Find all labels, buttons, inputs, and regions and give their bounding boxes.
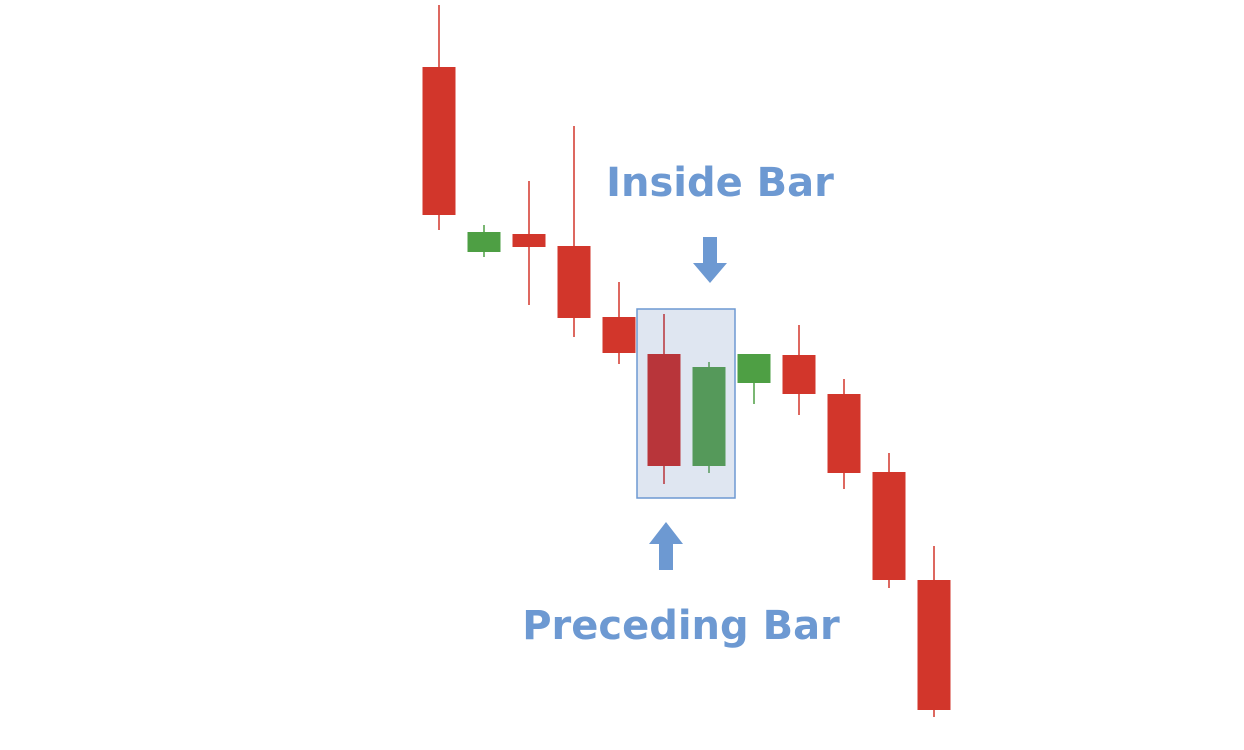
candle-4 [557, 126, 591, 337]
candle-2 [467, 225, 501, 257]
candle-body [647, 354, 681, 466]
candle-body [872, 472, 906, 580]
candle-11 [872, 453, 906, 588]
candle-12 [917, 546, 951, 717]
candle-body [692, 367, 726, 466]
candle-3 [512, 181, 546, 305]
candle-body [917, 580, 951, 710]
candle-6 [647, 314, 681, 484]
candle-9 [782, 325, 816, 415]
arrow-up-icon [649, 522, 683, 570]
candle-body [467, 232, 501, 252]
candle-body [422, 67, 456, 215]
arrow-down-icon [693, 237, 727, 283]
preceding-bar-label: Preceding Bar [522, 603, 840, 649]
candle-body [737, 354, 771, 383]
candle-5 [602, 282, 636, 364]
candle-10 [827, 379, 861, 489]
inside-bar-label: Inside Bar [606, 160, 834, 206]
candle-8 [737, 354, 771, 404]
candle-body [557, 246, 591, 318]
candle-body [512, 234, 546, 247]
candle-body [602, 317, 636, 353]
candle-body [827, 394, 861, 473]
candle-7 [692, 362, 726, 473]
candles-group [422, 5, 951, 717]
candle-1 [422, 5, 456, 230]
candle-body [782, 355, 816, 394]
